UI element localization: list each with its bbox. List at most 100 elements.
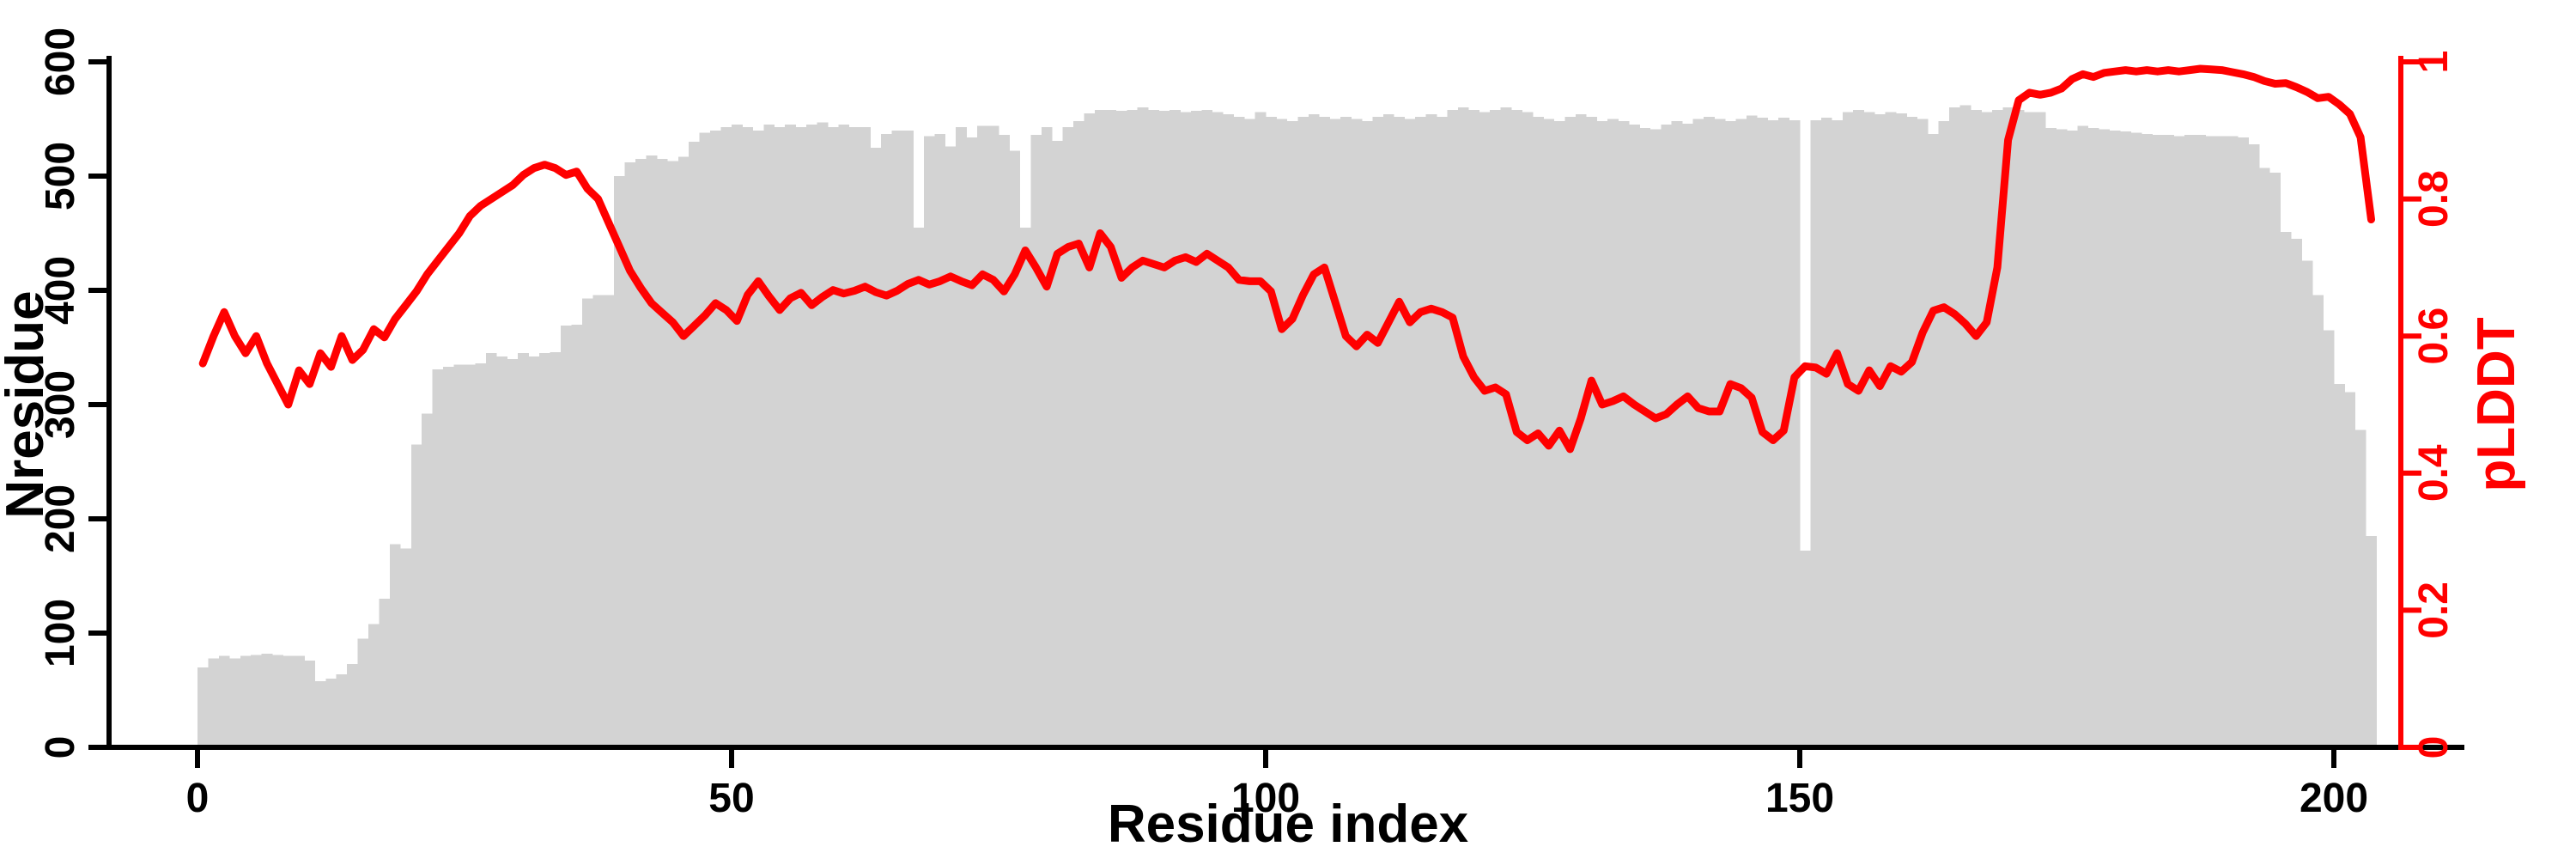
nresidue-bar <box>2152 135 2164 747</box>
nresidue-bar <box>1874 114 1886 747</box>
nresidue-bar <box>1607 119 1619 747</box>
nresidue-bar <box>1286 121 1298 747</box>
nresidue-bar <box>293 655 305 747</box>
nresidue-bar <box>1682 123 1693 747</box>
axes: 0 100 200 300 400 500 600 0 50 100 150 200 0 0.2 0.4 0.… <box>38 27 2464 821</box>
nresidue-bar <box>539 353 550 747</box>
nresidue-bar <box>410 444 422 747</box>
nresidue-bar <box>774 126 786 747</box>
nresidue-bar <box>1800 551 1811 747</box>
nresidue-bar <box>2344 392 2356 747</box>
nresidue-bar <box>635 159 647 748</box>
nresidue-bar <box>2269 173 2281 747</box>
nresidue-bar <box>1361 121 1373 747</box>
nresidue-bar <box>550 351 562 747</box>
y-axis-title-right: pLDDT <box>2467 317 2526 491</box>
nresidue-bar <box>1170 109 1181 748</box>
nresidue-bar <box>2280 232 2292 747</box>
nresidue-bar <box>1223 114 1235 747</box>
nresidue-bar <box>2024 112 2036 747</box>
nresidue-bar <box>870 147 882 747</box>
nresidue-bar <box>592 295 605 747</box>
nresidue-bar <box>1266 116 1277 748</box>
nresidue-bar <box>304 660 316 747</box>
nresidue-bar <box>1340 116 1352 748</box>
nresidue-bar <box>2130 132 2142 747</box>
nresidue-bar <box>923 136 935 747</box>
nresidue-bar <box>1661 125 1673 747</box>
nresidue-bar <box>1009 150 1021 748</box>
nresidue-bar <box>1190 111 1202 747</box>
nresidue-bar <box>2238 137 2249 747</box>
nresidue-bar <box>2323 330 2335 747</box>
nresidue-bar <box>475 363 487 747</box>
y-right-tick-label: 0.8 <box>2411 170 2457 228</box>
nresidue-bar <box>1746 115 1758 747</box>
nresidue-bar <box>229 658 241 747</box>
nresidue-bar <box>518 353 529 747</box>
nresidue-bar <box>1596 121 1608 747</box>
nresidue-bar <box>1212 112 1224 747</box>
nresidue-bar <box>1692 119 1704 747</box>
nresidue-bar <box>2034 112 2046 747</box>
nresidue-bar <box>1832 119 1844 747</box>
y-right-tick-label: 1 <box>2411 51 2457 74</box>
nresidue-bar <box>1842 112 1854 747</box>
nresidue-bar <box>347 663 358 747</box>
nresidue-bar <box>1255 112 1267 747</box>
nresidue-bar <box>485 353 497 747</box>
nresidue-bar <box>1437 116 1448 748</box>
nresidue-bar <box>528 356 540 747</box>
nresidue-bar <box>1789 119 1801 747</box>
nresidue-bar <box>1586 116 1597 748</box>
nresidue-bar <box>1308 114 1320 747</box>
nresidue-bar <box>795 126 807 747</box>
y-left-tick-label: 600 <box>38 27 83 96</box>
nresidue-bar <box>848 126 860 747</box>
nresidue-bar <box>2312 295 2324 747</box>
nresidue-bar <box>1019 227 1031 748</box>
nresidue-bar <box>1319 116 1330 748</box>
nresidue-bar <box>667 161 679 747</box>
nresidue-bar <box>742 126 754 747</box>
nresidue-bar <box>1820 118 1832 748</box>
nresidue-bar <box>1073 121 1084 747</box>
nresidue-bar <box>1105 109 1117 748</box>
nresidue-bar <box>1180 112 1192 747</box>
nresidue-bar <box>1404 119 1416 747</box>
nresidue-bar <box>646 155 658 747</box>
nresidue-bar <box>1853 109 1864 748</box>
nresidue-bar <box>1415 116 1426 748</box>
nresidue-bar <box>860 126 872 747</box>
nresidue-bar <box>1724 121 1736 747</box>
nresidue-bar <box>1372 116 1384 748</box>
nresidue-bar <box>389 544 401 747</box>
x-tick-label: 200 <box>2300 776 2368 821</box>
nresidue-bar <box>218 655 230 747</box>
nresidue-bar <box>752 130 764 748</box>
nresidue-bar <box>881 133 892 748</box>
nresidue-bar <box>945 146 957 748</box>
nresidue-bar <box>368 624 380 747</box>
nresidue-bar <box>314 680 326 747</box>
nresidue-bar <box>581 298 593 747</box>
nresidue-bar <box>1671 121 1683 747</box>
nresidue-bar <box>2120 131 2131 747</box>
nresidue-bar <box>2216 136 2227 747</box>
nresidue-bar <box>240 655 252 747</box>
nresidue-bar <box>272 655 283 747</box>
y-right-tick-label: 0.2 <box>2411 582 2457 639</box>
nresidue-bar <box>2109 130 2121 748</box>
nresidue-bar <box>1062 126 1074 747</box>
nresidue-bar <box>2162 135 2174 747</box>
x-axis-title: Residue index <box>1108 795 1469 854</box>
nresidue-bar <box>614 176 625 747</box>
nresidue-bar <box>571 324 583 747</box>
nresidue-bar <box>677 156 690 747</box>
nresidue-bar <box>987 125 999 748</box>
nresidue-bar <box>827 126 839 747</box>
nresidue-bar <box>2173 136 2185 747</box>
nresidue-bar <box>2195 135 2207 747</box>
nresidue-bar <box>1767 119 1779 747</box>
